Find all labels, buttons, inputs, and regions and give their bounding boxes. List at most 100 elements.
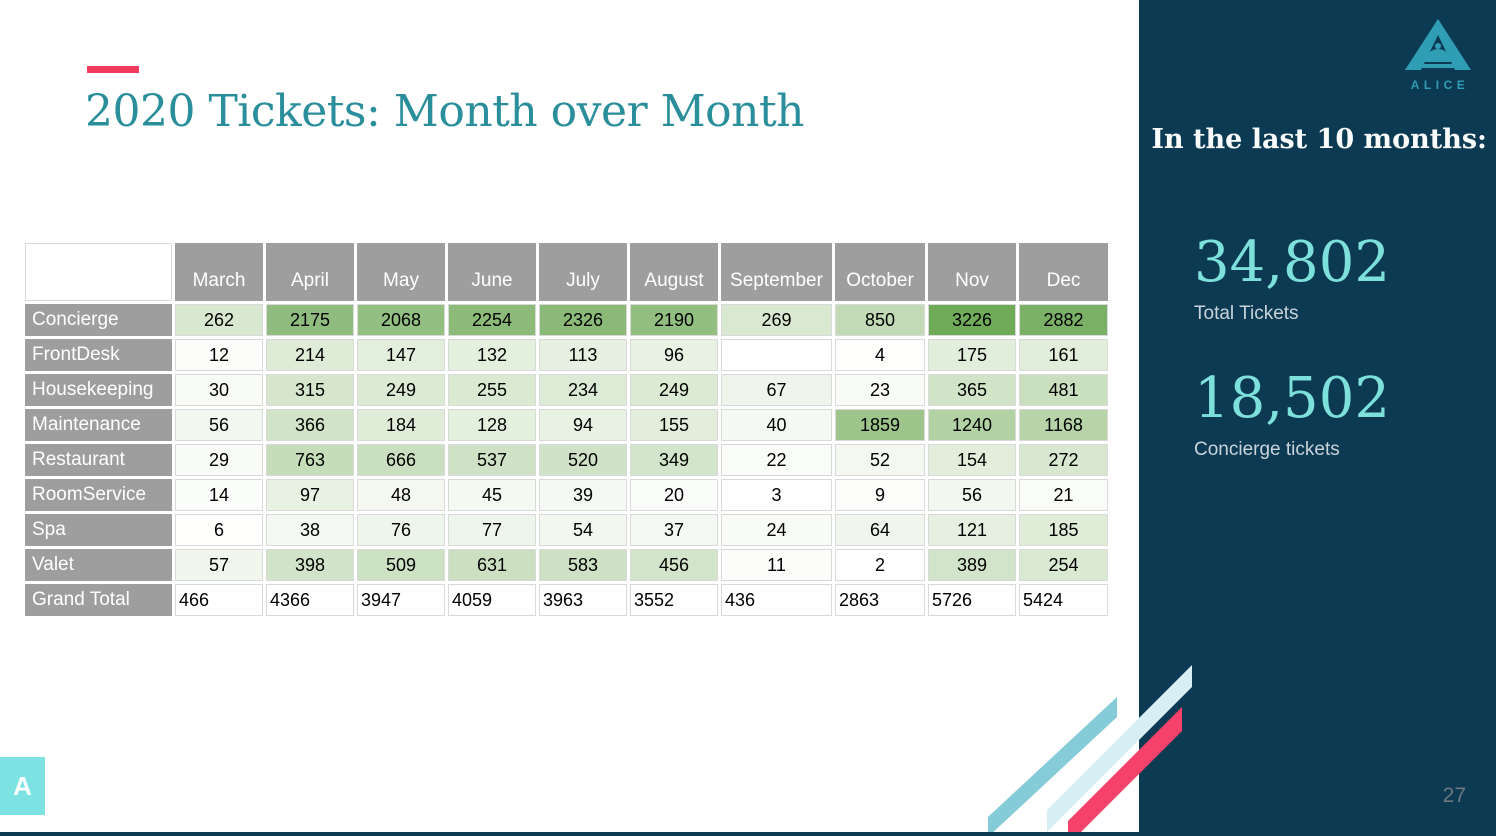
table-cell: 64 (835, 514, 925, 546)
table-cell: 2254 (448, 304, 536, 336)
table-cell: 436 (721, 584, 832, 616)
table-cell (721, 339, 832, 371)
table-cell: 315 (266, 374, 354, 406)
table-cell: 1240 (928, 409, 1016, 441)
table-cell: 2 (835, 549, 925, 581)
decorative-stripes (988, 665, 1192, 836)
table-cell: 56 (928, 479, 1016, 511)
row-label: Restaurant (25, 444, 172, 476)
table-row-maintenance: Maintenance 56 366 184 128 94 155 40 1859 1240 116… (25, 409, 1108, 441)
table-cell: 54 (539, 514, 627, 546)
table-cell: 583 (539, 549, 627, 581)
column-header-nov: Nov (928, 243, 1016, 301)
row-label: FrontDesk (25, 339, 172, 371)
row-label: Concierge (25, 304, 172, 336)
table-cell: 175 (928, 339, 1016, 371)
table-cell: 255 (448, 374, 536, 406)
table-cell: 269 (721, 304, 832, 336)
table-cell: 3 (721, 479, 832, 511)
table-cell: 2068 (357, 304, 445, 336)
table-cell: 349 (630, 444, 718, 476)
table-cell: 2882 (1019, 304, 1108, 336)
table-cell: 97 (266, 479, 354, 511)
table-cell: 20 (630, 479, 718, 511)
row-label: Spa (25, 514, 172, 546)
table-cell: 128 (448, 409, 536, 441)
table-cell: 631 (448, 549, 536, 581)
stat-total-tickets: 34,802 Total Tickets (1194, 228, 1390, 325)
stat-value-concierge: 18,502 (1194, 366, 1390, 431)
table-cell: 763 (266, 444, 354, 476)
row-label: Valet (25, 549, 172, 581)
table-cell: 850 (835, 304, 925, 336)
table-cell: 76 (357, 514, 445, 546)
table-cell: 11 (721, 549, 832, 581)
table-row-spa: Spa 6 38 76 77 54 37 24 64 121 185 (25, 514, 1108, 546)
table-cell: 666 (357, 444, 445, 476)
table-cell: 155 (630, 409, 718, 441)
table-cell: 249 (630, 374, 718, 406)
table-cell: 456 (630, 549, 718, 581)
table-cell: 22 (721, 444, 832, 476)
stat-value-total: 34,802 (1194, 230, 1390, 295)
table-row-frontdesk: FrontDesk 12 214 147 132 113 96 4 175 161 (25, 339, 1108, 371)
table-row-restaurant: Restaurant 29 763 666 537 520 349 22 52 154 272 (25, 444, 1108, 476)
sidebar: ALICE In the last 10 months: 34,802 Tota… (1139, 0, 1496, 836)
table-cell: 57 (175, 549, 263, 581)
table-cell: 121 (928, 514, 1016, 546)
table-cell: 366 (266, 409, 354, 441)
table-cell: 40 (721, 409, 832, 441)
table-cell: 466 (175, 584, 263, 616)
table-cell: 94 (539, 409, 627, 441)
table-cell: 45 (448, 479, 536, 511)
table-cell: 254 (1019, 549, 1108, 581)
alice-logo-icon (1405, 19, 1471, 70)
table-row-grand-total: Grand Total 466 4366 3947 4059 3963 3552 436 286… (25, 584, 1108, 616)
table-cell: 67 (721, 374, 832, 406)
stat-concierge-tickets: 18,502 Concierge tickets (1194, 364, 1390, 461)
stripe-pale-blue (1047, 665, 1192, 832)
table-cell: 1859 (835, 409, 925, 441)
table-cell: 3226 (928, 304, 1016, 336)
table-cell: 113 (539, 339, 627, 371)
alice-logo-text: ALICE (1410, 78, 1470, 92)
row-label: RoomService (25, 479, 172, 511)
table-cell: 3947 (357, 584, 445, 616)
column-header-october: October (835, 243, 925, 301)
tickets-table: March April May June July August September Octo… (22, 240, 1111, 619)
table-cell: 520 (539, 444, 627, 476)
table-cell: 24 (721, 514, 832, 546)
table-cell: 398 (266, 549, 354, 581)
table-cell: 9 (835, 479, 925, 511)
stat-label-concierge: Concierge tickets (1194, 439, 1340, 460)
table-cell: 3963 (539, 584, 627, 616)
column-header-march: March (175, 243, 263, 301)
table-cell: 77 (448, 514, 536, 546)
table-cell: 2326 (539, 304, 627, 336)
table-cell: 509 (357, 549, 445, 581)
table-row-roomservice: RoomService 14 97 48 45 39 20 3 9 56 21 (25, 479, 1108, 511)
table-cell: 147 (357, 339, 445, 371)
alice-logo: ALICE (1404, 18, 1472, 92)
table-cell: 2190 (630, 304, 718, 336)
page-title: 2020 Tickets: Month over Month (85, 86, 805, 137)
table-cell: 30 (175, 374, 263, 406)
table-cell: 29 (175, 444, 263, 476)
column-header-july: July (539, 243, 627, 301)
table-cell: 154 (928, 444, 1016, 476)
table-cell: 184 (357, 409, 445, 441)
table-cell: 249 (357, 374, 445, 406)
column-header-september: September (721, 243, 832, 301)
table-cell: 214 (266, 339, 354, 371)
table-cell: 4059 (448, 584, 536, 616)
table-cell: 389 (928, 549, 1016, 581)
table-cell: 2863 (835, 584, 925, 616)
table-cell: 56 (175, 409, 263, 441)
table-cell: 3552 (630, 584, 718, 616)
table-corner-cell (25, 243, 172, 301)
sidebar-heading: In the last 10 months: (1151, 124, 1487, 155)
title-accent-dash (87, 66, 139, 73)
column-header-june: June (448, 243, 536, 301)
table-row-concierge: Concierge 262 2175 2068 2254 2326 2190 269 850 32… (25, 304, 1108, 336)
